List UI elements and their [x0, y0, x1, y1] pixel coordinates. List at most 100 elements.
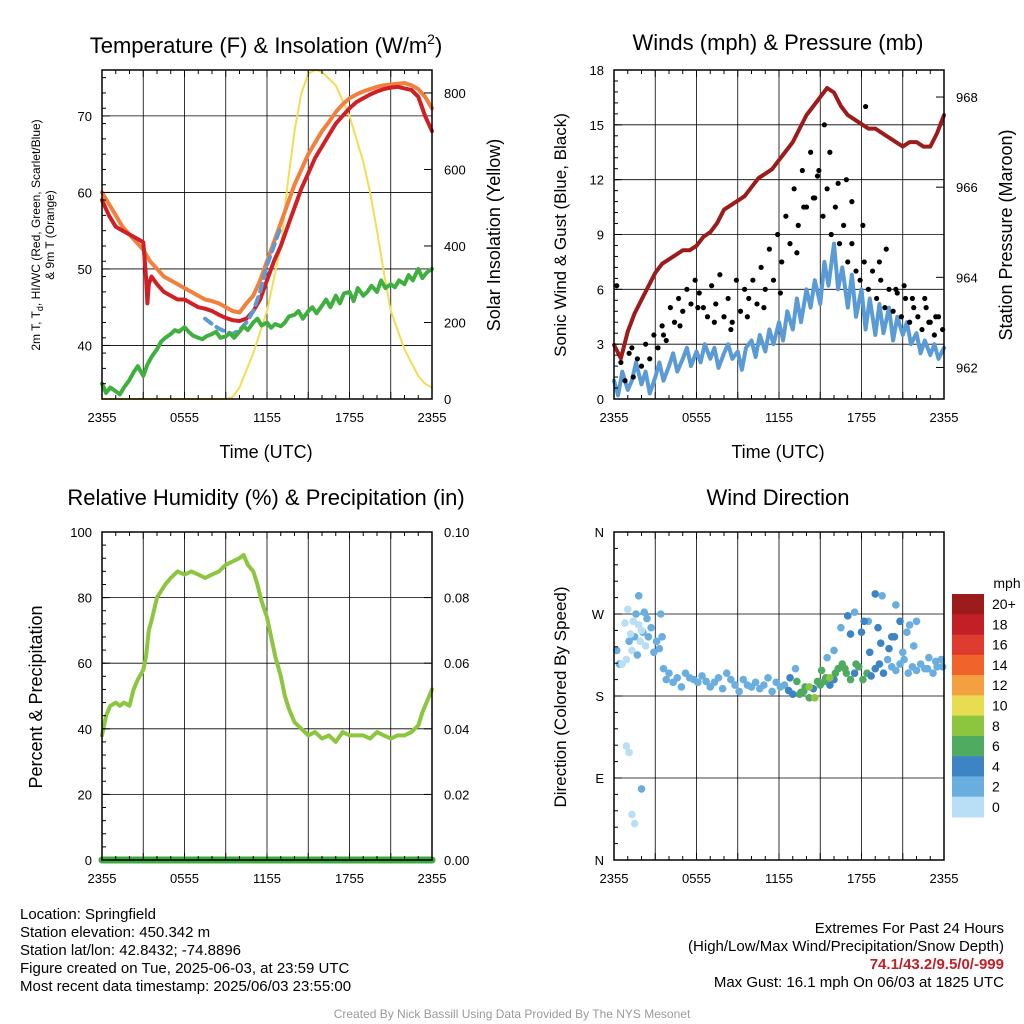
- extremes-info: Extremes For Past 24 Hours (High/Low/Max…: [688, 920, 1004, 992]
- gust-point: [638, 363, 645, 369]
- wind-direction-point: [735, 687, 743, 696]
- y-tick-label: 60: [78, 656, 92, 671]
- colorbar-swatch: [952, 634, 984, 656]
- wind-direction-point: [655, 644, 664, 653]
- wind-direction-point: [760, 681, 768, 689]
- y2-tick-label: 0: [444, 392, 451, 407]
- wind-direction-point: [625, 637, 633, 646]
- max-gust: Max Gust: 16.1 mph On 06/03 at 1825 UTC: [713, 974, 1004, 991]
- gust-point: [671, 319, 678, 325]
- wind-direction-point: [640, 608, 649, 616]
- gust-point: [869, 268, 876, 274]
- wind-direction-point: [857, 628, 866, 637]
- wind-direction-point: [875, 660, 884, 668]
- temperature-panel-title: Temperature (F) & Insolation (W/m2): [90, 31, 443, 58]
- station-latlon: Station lat/lon: 42.8432; -74.8896: [20, 942, 242, 959]
- gust-point: [907, 319, 913, 325]
- gust-point: [799, 167, 805, 174]
- gust-point: [865, 286, 871, 292]
- wind-direction-point: [665, 669, 673, 678]
- gust-point: [733, 277, 739, 283]
- y-tick-label: 60: [78, 185, 92, 200]
- colorbar-label: 18: [992, 616, 1008, 632]
- speed-colorbar: mph 20+ 18 16 14 12 10 8 6 4 2 0: [952, 575, 1021, 818]
- wind-direction-point: [621, 619, 629, 627]
- wind-direction-point: [702, 677, 710, 686]
- x-tick-label: 1755: [335, 410, 364, 425]
- temperature-ticks: 2355 0555 1155 1755 2355 40 50 60 70 0 200 400 600 80…: [78, 70, 466, 425]
- wind-direction-point: [698, 672, 706, 680]
- y2-tick-label: 962: [956, 360, 978, 375]
- colorbar-title: mph: [993, 575, 1020, 591]
- gust-point: [843, 177, 849, 183]
- wind-direction-point: [626, 630, 635, 638]
- gust-point: [660, 332, 667, 338]
- gust-point: [832, 204, 838, 210]
- extremes-heading: Extremes For Past 24 Hours: [814, 920, 1004, 937]
- gust-point: [845, 259, 851, 265]
- wind-x-axis-label: Time (UTC): [731, 442, 824, 462]
- y2-tick-label: 966: [956, 180, 978, 195]
- x-tick-label: 1155: [253, 410, 281, 425]
- wind-direction-point: [892, 666, 900, 675]
- wind-direction-point: [810, 694, 819, 702]
- wind-direction-point: [722, 669, 731, 678]
- gust-point: [626, 350, 632, 356]
- wind-direction-point: [912, 617, 921, 626]
- gust-point: [762, 286, 768, 292]
- gust-point: [794, 250, 800, 256]
- gust-point: [717, 272, 723, 278]
- wind-direction-point: [843, 612, 852, 620]
- x-tick-label: 2355: [600, 871, 629, 886]
- gust-point: [836, 241, 843, 247]
- humidity-ticks: 2355 0555 1155 1755 2355 0 20 40 60 80 100 0.00 0.02…: [70, 525, 469, 886]
- gust-point: [704, 314, 711, 320]
- y-tick-label: 3: [597, 337, 604, 352]
- gust-point: [810, 195, 816, 201]
- y-tick-label: 40: [78, 722, 92, 737]
- gust-point: [902, 295, 909, 302]
- gust-point: [647, 356, 653, 362]
- y2-tick-label: 0.06: [444, 656, 469, 671]
- wind-direction-point: [885, 644, 893, 653]
- humidity-grid: [102, 532, 432, 860]
- gust-point: [886, 286, 892, 292]
- insolation-y-axis-label: Solar Insolation (Yellow): [484, 139, 504, 331]
- wind-direction-point: [805, 694, 814, 702]
- wind-direction-point: [925, 653, 933, 662]
- colorbar-swatch: [952, 675, 984, 696]
- gust-point: [667, 305, 673, 311]
- y2-tick-label: 0.02: [444, 787, 469, 802]
- y-tick-label: 18: [590, 63, 604, 78]
- gust-point: [779, 259, 785, 265]
- gust-point: [700, 305, 706, 311]
- wind-direction-point: [677, 683, 686, 691]
- y-tick-label: 70: [78, 109, 92, 124]
- colorbar-swatch: [952, 654, 984, 676]
- wind-direction-panel: Wind Direction Direction (Colored By Spe…: [551, 485, 958, 886]
- wind-direction-point: [673, 673, 682, 682]
- wind-direction-point: [628, 646, 636, 655]
- wind-direction-point: [883, 655, 892, 664]
- wind-direction-point: [871, 590, 880, 598]
- wind-direction-ticks: 2355 0555 1155 1755 2355 N E S W N: [592, 525, 959, 886]
- wind-direction-points: [612, 590, 947, 828]
- gust-point: [801, 204, 807, 210]
- y2-tick-label: 0.04: [444, 722, 469, 737]
- gust-point: [882, 305, 888, 311]
- wind-direction-point: [652, 637, 661, 646]
- gust-point: [696, 290, 702, 296]
- colorbar-label: 4: [992, 758, 1000, 774]
- wind-direction-point: [634, 591, 643, 600]
- gust-point: [651, 332, 657, 338]
- y2-tick-label: 968: [956, 90, 978, 105]
- credit-line: Created By Nick Bassill Using Data Provi…: [333, 1007, 691, 1021]
- gust-point: [783, 213, 789, 219]
- gust-point: [729, 319, 735, 325]
- wind-direction-point: [878, 591, 886, 600]
- wind-direction-grid: [614, 532, 944, 860]
- x-tick-label: 2355: [418, 410, 447, 425]
- x-tick-label: 0555: [682, 410, 711, 425]
- gust-point: [659, 323, 665, 329]
- wind-direction-point: [830, 646, 838, 655]
